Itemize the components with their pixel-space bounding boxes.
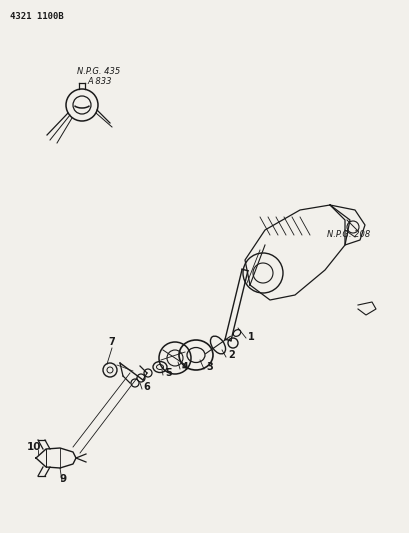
Text: A 833: A 833 bbox=[87, 77, 111, 86]
Text: 4: 4 bbox=[182, 362, 188, 372]
Text: 9: 9 bbox=[60, 474, 67, 484]
Text: 1: 1 bbox=[247, 332, 254, 342]
Text: 5: 5 bbox=[164, 368, 171, 378]
Text: 4321 1100B: 4321 1100B bbox=[10, 12, 63, 21]
Text: 2: 2 bbox=[227, 350, 234, 360]
Text: 7: 7 bbox=[108, 337, 115, 347]
Text: 10: 10 bbox=[27, 442, 41, 452]
Text: 3: 3 bbox=[205, 362, 212, 372]
Text: N.P.G. 208: N.P.G. 208 bbox=[326, 230, 369, 239]
Text: N.P.G. 435: N.P.G. 435 bbox=[77, 67, 120, 76]
Text: 6: 6 bbox=[143, 382, 149, 392]
